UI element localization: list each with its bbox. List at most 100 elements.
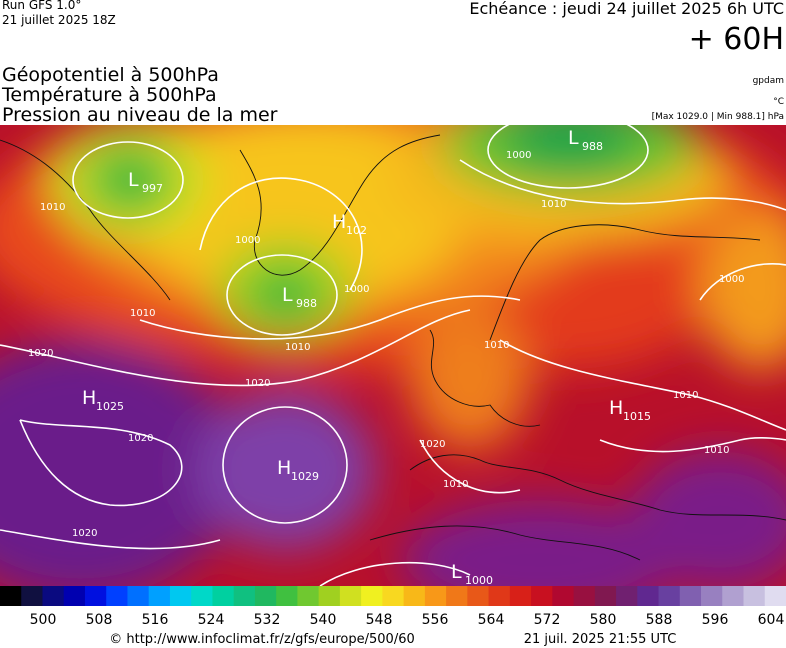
center-value: 1025 xyxy=(96,400,124,413)
isobar-label: 1010 xyxy=(484,340,509,351)
colorbar-label: 572 xyxy=(534,612,561,628)
center-letter: L xyxy=(451,561,462,583)
isobar-label: 1010 xyxy=(704,445,729,456)
legend-line: Géopotentiel à 500hPa xyxy=(2,64,219,86)
colorbar-swatch xyxy=(743,586,766,606)
colorbar-swatch xyxy=(573,586,596,606)
colorbar-swatch xyxy=(679,586,702,606)
legend-line: Température à 500hPa xyxy=(1,84,217,106)
colorbar-swatch xyxy=(339,586,362,606)
timestamp: 21 juil. 2025 21:55 UTC xyxy=(524,632,677,647)
colorbar-swatch xyxy=(552,586,575,606)
center-value: 988 xyxy=(582,140,603,153)
colorbar-swatch xyxy=(212,586,235,606)
colorbar-swatch xyxy=(509,586,532,606)
run-label: Run GFS 1.0° xyxy=(2,0,81,12)
center-letter: H xyxy=(609,397,623,419)
colorbar-swatch xyxy=(424,586,447,606)
center-value: 988 xyxy=(296,297,317,310)
colorbar-swatch xyxy=(318,586,341,606)
colorbar-swatch xyxy=(21,586,43,606)
temperature-field xyxy=(0,125,786,586)
center-value: 1000 xyxy=(465,574,493,587)
colorbar-swatch xyxy=(594,586,617,606)
colorbar-label: 524 xyxy=(198,612,225,628)
center-value: 1015 xyxy=(623,410,651,423)
colorbar-swatch xyxy=(42,586,65,606)
colorbar-label: 596 xyxy=(702,612,729,628)
isobar-label: 1010 xyxy=(673,390,698,401)
center-value: 997 xyxy=(142,182,163,195)
isobar-label: 1010 xyxy=(443,479,468,490)
coastlines xyxy=(0,134,786,561)
colorbar-label: 604 xyxy=(758,612,785,628)
colorbar-swatch xyxy=(382,586,405,606)
legend-line: Pression au niveau de la mer xyxy=(2,104,278,126)
colorbar-swatch xyxy=(403,586,426,606)
center-letter: L xyxy=(282,284,293,306)
colorbar-swatch xyxy=(106,586,128,606)
colorbar-swatch xyxy=(361,586,383,606)
isobar-label: 1010 xyxy=(130,308,155,319)
isobar-label: 1010 xyxy=(541,199,566,210)
colorbar-swatch xyxy=(276,586,298,606)
run-date: 21 juillet 2025 18Z xyxy=(2,13,116,27)
colorbar-swatch xyxy=(446,586,468,606)
colorbar-swatch xyxy=(722,586,745,606)
isobar-label: 1010 xyxy=(285,342,310,353)
colorbar-swatch xyxy=(531,586,553,606)
isobar-label: 1020 xyxy=(245,378,270,389)
colorbar-label: 556 xyxy=(422,612,449,628)
isobar-label: 1020 xyxy=(420,439,445,450)
unit-label: °C xyxy=(773,97,784,107)
isobar-label: 1000 xyxy=(344,284,369,295)
colorbar-label: 564 xyxy=(478,612,505,628)
colorbar: 500 508 516 524 532 540 548 556 564 572 580 588 596 6… xyxy=(0,586,786,628)
colorbar-label: 588 xyxy=(646,612,673,628)
center-letter: L xyxy=(568,127,579,149)
colorbar-swatch xyxy=(233,586,256,606)
center-letter: H xyxy=(332,211,346,233)
center-letter: H xyxy=(277,457,291,479)
colorbar-swatch xyxy=(701,586,723,606)
isobars xyxy=(0,125,786,586)
unit-label: gpdam xyxy=(753,76,784,86)
colorbar-swatch xyxy=(169,586,192,606)
colorbar-swatch xyxy=(191,586,213,606)
isobar-label: 1020 xyxy=(28,348,53,359)
colorbar-swatch xyxy=(616,586,638,606)
center-letter: L xyxy=(128,169,139,191)
colorbar-label: 516 xyxy=(142,612,169,628)
colorbar-swatch xyxy=(637,586,660,606)
colorbar-label: 580 xyxy=(590,612,617,628)
colorbar-label: 508 xyxy=(86,612,113,628)
colorbar-swatch xyxy=(0,586,22,606)
center-letter: H xyxy=(82,387,96,409)
colorbar-swatch xyxy=(297,586,320,606)
colorbar-swatch xyxy=(127,586,150,606)
colorbar-swatch xyxy=(254,586,277,606)
colorbar-swatch xyxy=(658,586,681,606)
colorbar-label: 532 xyxy=(254,612,281,628)
colorbar-swatch xyxy=(764,586,786,606)
colorbar-swatch xyxy=(148,586,171,606)
isobar-label: 1010 xyxy=(40,202,65,213)
isobar-label: 1000 xyxy=(235,235,260,246)
center-value: 1029 xyxy=(291,470,319,483)
isobar-label: 1020 xyxy=(72,528,97,539)
center-value: 102 xyxy=(346,224,367,237)
isobar-label: 1020 xyxy=(128,433,153,444)
unit-label: [Max 1029.0 | Min 988.1] hPa xyxy=(652,112,784,122)
colorbar-label: 540 xyxy=(310,612,337,628)
forecast-time: Echéance : jeudi 24 juillet 2025 6h UTC xyxy=(469,0,784,18)
colorbar-swatch xyxy=(63,586,86,606)
colorbar-label: 548 xyxy=(366,612,393,628)
colorbar-label: 500 xyxy=(30,612,57,628)
colorbar-swatch xyxy=(467,586,490,606)
isobar-label: 1000 xyxy=(719,274,744,285)
